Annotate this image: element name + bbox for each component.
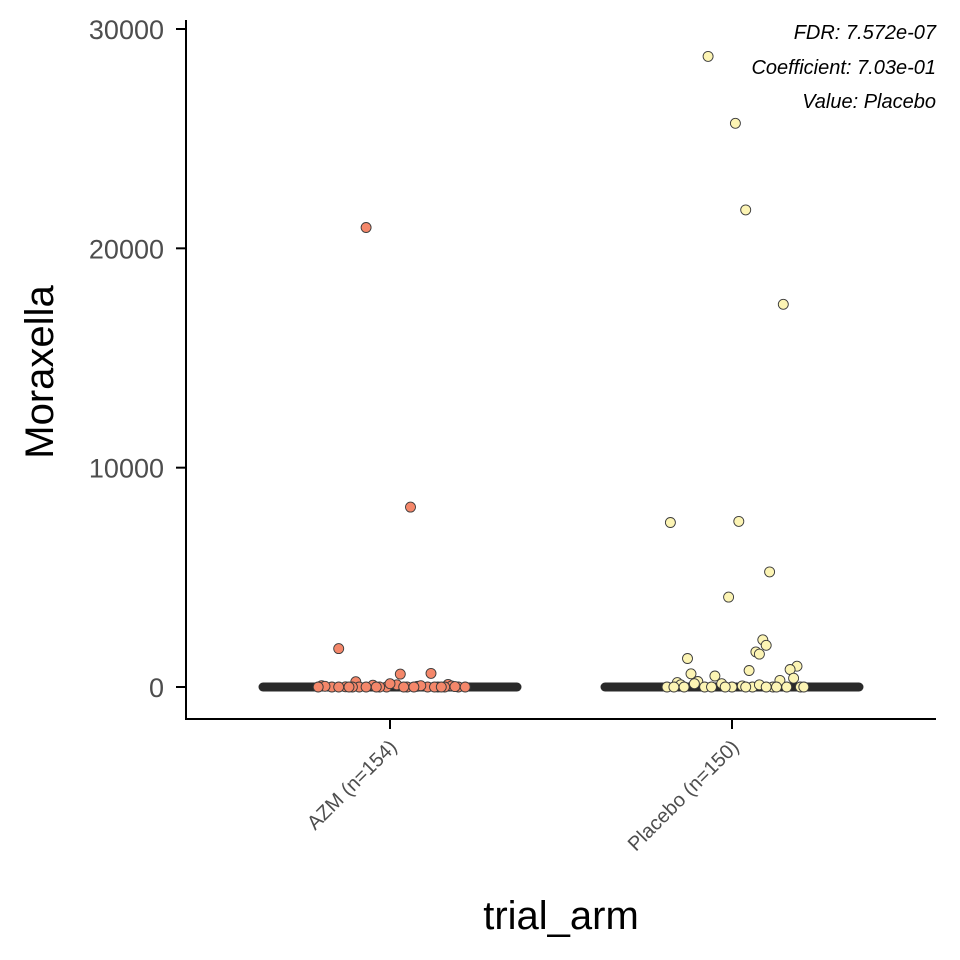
x-ticks: AZM (n=154) Placebo (n=150) <box>303 719 744 856</box>
data-point <box>398 681 410 693</box>
data-point <box>668 681 680 693</box>
y-tick-label: 20000 <box>89 234 164 264</box>
data-point <box>729 117 741 129</box>
data-point <box>740 204 752 216</box>
data-point <box>777 298 789 310</box>
data-point <box>425 667 437 679</box>
data-point <box>753 648 765 660</box>
data-point <box>664 517 676 528</box>
y-tick-label: 0 <box>149 673 164 703</box>
annotation-fdr: FDR: 7.572e-07 <box>794 22 937 44</box>
y-tick-label: 30000 <box>89 15 164 45</box>
data-point <box>709 670 721 682</box>
data-point <box>733 515 745 527</box>
annotation-coefficient: Coefficient: 7.03e-01 <box>751 57 936 79</box>
data-point <box>360 681 372 693</box>
data-point <box>764 566 776 578</box>
data-point <box>370 681 382 693</box>
data-point <box>682 653 693 664</box>
data-point <box>312 681 324 693</box>
data-point <box>702 50 714 62</box>
y-axis-title: Moraxella <box>18 285 62 459</box>
data-point <box>685 668 697 680</box>
data-point <box>723 591 735 603</box>
data-point <box>678 681 690 693</box>
data-point <box>760 639 772 651</box>
data-point <box>798 681 810 693</box>
x-axis-title: trial_arm <box>483 894 639 938</box>
data-points <box>312 50 810 693</box>
x-tick-label: AZM (n=154) <box>303 736 401 834</box>
x-tick-label: Placebo (n=150) <box>624 736 744 856</box>
data-point <box>333 643 345 655</box>
data-point <box>743 665 755 676</box>
data-point <box>760 681 772 693</box>
y-tick-label: 10000 <box>89 454 164 484</box>
data-point <box>360 222 372 233</box>
data-point <box>449 681 461 693</box>
data-point <box>740 681 752 693</box>
data-point <box>788 672 800 684</box>
data-point <box>405 501 416 513</box>
data-point <box>343 681 355 693</box>
annotation-value: Value: Placebo <box>802 91 936 113</box>
data-point <box>394 668 406 680</box>
data-point <box>435 681 447 693</box>
data-point <box>408 681 420 693</box>
data-point <box>384 678 396 690</box>
data-point <box>333 681 345 693</box>
data-point <box>706 681 717 693</box>
data-point <box>781 681 793 693</box>
data-point <box>771 681 782 693</box>
axes <box>185 20 936 720</box>
y-ticks: 0 10000 20000 30000 <box>89 15 186 703</box>
data-point <box>459 681 471 693</box>
data-point <box>719 681 731 693</box>
data-point <box>688 678 700 690</box>
